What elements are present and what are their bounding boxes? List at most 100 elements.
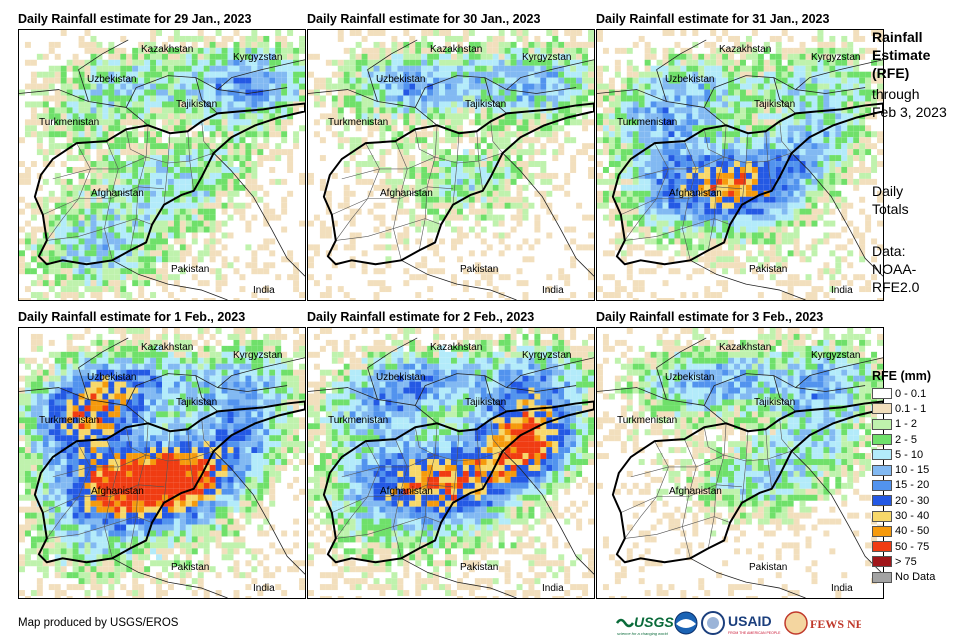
rainfall-cell (275, 155, 282, 162)
rainfall-cell (114, 107, 121, 114)
rainfall-cell (656, 220, 663, 227)
rainfall-cell (847, 280, 854, 287)
rainfall-cell (221, 184, 228, 191)
rainfall-cell (409, 143, 416, 150)
rainfall-cell (102, 357, 109, 364)
rainfall-cell (203, 71, 210, 78)
rainfall-cell (781, 178, 788, 185)
rainfall-cell (462, 286, 469, 293)
rainfall-cell (576, 77, 583, 84)
rainfall-cell (439, 149, 446, 156)
rainfall-cell (179, 286, 186, 293)
rainfall-cell (680, 244, 687, 251)
rainfall-cell (787, 125, 794, 132)
rainfall-cell (734, 202, 740, 209)
rainfall-cell (66, 178, 73, 185)
rainfall-cell (36, 274, 43, 281)
rainfall-cell (534, 65, 541, 72)
rainfall-cell (793, 125, 800, 132)
rainfall-cell (799, 178, 806, 185)
rainfall-cell (793, 101, 800, 108)
rainfall-cell (263, 298, 270, 300)
rainfall-cell (120, 351, 127, 358)
rainfall-cell (84, 226, 91, 233)
rainfall-cell (486, 280, 493, 287)
rainfall-cell (620, 172, 627, 179)
rainfall-cell (823, 184, 830, 191)
rainfall-cell (215, 113, 222, 120)
rainfall-cell (227, 89, 234, 96)
rainfall-cell (269, 89, 276, 96)
rainfall-cell (751, 238, 758, 245)
rainfall-cell (740, 226, 746, 233)
rainfall-cell (84, 119, 91, 126)
rainfall-cell (132, 363, 139, 370)
rainfall-cell (138, 119, 145, 126)
rainfall-cell (150, 30, 157, 36)
province-boundary (46, 218, 153, 241)
rainfall-cell (84, 155, 91, 162)
rainfall-cell (474, 220, 481, 227)
rainfall-cell (534, 226, 541, 233)
rainfall-cell (662, 137, 669, 144)
rainfall-cell (54, 196, 61, 203)
rainfall-cell (221, 274, 228, 281)
rainfall-cell (474, 59, 481, 66)
rainfall-cell (269, 107, 276, 114)
rainfall-cell (42, 149, 49, 156)
rainfall-cell (427, 208, 434, 215)
rainfall-cell (674, 77, 681, 84)
rainfall-cell (185, 202, 192, 209)
rainfall-cell (385, 184, 392, 191)
rainfall-cell (66, 89, 73, 96)
rainfall-cell (704, 137, 711, 144)
rainfall-cell (769, 238, 776, 245)
rainfall-cell (662, 244, 669, 251)
rainfall-cell (734, 41, 740, 48)
rainfall-cell (445, 184, 451, 191)
rainfall-cell (239, 274, 246, 281)
rainfall-cell (114, 268, 121, 275)
rainfall-cell (451, 107, 457, 114)
rainfall-cell (293, 83, 300, 90)
rainfall-cell (829, 137, 836, 144)
rainfall-cell (90, 166, 97, 173)
rainfall-cell (745, 41, 752, 48)
rainfall-cell (173, 119, 180, 126)
rainfall-cell (534, 35, 541, 42)
rainfall-cell (552, 71, 559, 78)
rainfall-cell (668, 232, 675, 239)
rainfall-cell (48, 375, 55, 382)
rainfall-cell (445, 220, 451, 227)
rainfall-cell (120, 328, 127, 334)
rainfall-cell (823, 137, 830, 144)
rainfall-cell (787, 184, 794, 191)
rainfall-cell (144, 143, 151, 150)
rainfall-cell (245, 345, 252, 352)
rainfall-cell (349, 262, 356, 269)
rainfall-cell (215, 89, 222, 96)
rainfall-cell (397, 155, 404, 162)
rainfall-cell (829, 77, 836, 84)
rainfall-cell (257, 35, 264, 42)
rainfall-cell (287, 47, 294, 54)
rainfall-cell (197, 250, 204, 257)
rainfall-cell (215, 71, 222, 78)
rainfall-cell (84, 149, 91, 156)
rainfall-cell (299, 369, 305, 376)
rainfall-cell (299, 35, 305, 42)
rainfall-cell (638, 220, 645, 227)
rainfall-cell (620, 83, 627, 90)
rainfall-cell (299, 125, 305, 132)
rainfall-cell (722, 119, 729, 126)
rainfall-cell (421, 172, 428, 179)
rainfall-cell (728, 244, 735, 251)
rainfall-cell (30, 113, 37, 120)
rainfall-cell (66, 59, 73, 66)
rainfall-cell (19, 375, 25, 382)
rainfall-cell (367, 208, 374, 215)
rainfall-cell (614, 113, 621, 120)
rainfall-cell (239, 65, 246, 72)
rainfall-cell (132, 149, 139, 156)
rainfall-cell (173, 89, 180, 96)
